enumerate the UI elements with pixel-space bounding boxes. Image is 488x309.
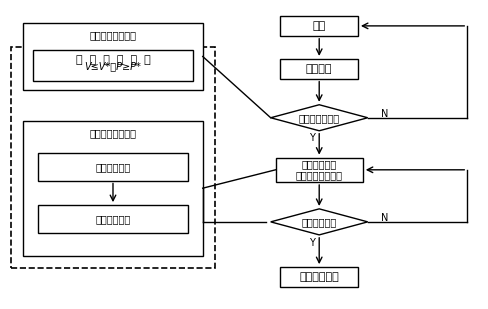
Text: 确定周期时间: 确定周期时间 (95, 162, 131, 172)
FancyBboxPatch shape (38, 205, 188, 233)
Text: 主线堵塞结束: 主线堵塞结束 (302, 217, 337, 227)
Text: 判断是否堵塞状态: 判断是否堵塞状态 (89, 30, 137, 40)
Text: 数据采集: 数据采集 (306, 64, 332, 74)
Text: 确定信号配时方案: 确定信号配时方案 (89, 128, 137, 138)
Text: 检测到主线堵塞: 检测到主线堵塞 (299, 113, 340, 123)
FancyBboxPatch shape (23, 121, 203, 256)
Text: 关闭信号控制: 关闭信号控制 (299, 272, 339, 282)
FancyBboxPatch shape (11, 47, 215, 268)
FancyBboxPatch shape (281, 16, 358, 36)
Text: 处  理  控  制  中  心: 处 理 控 制 中 心 (76, 55, 150, 65)
Polygon shape (271, 105, 368, 131)
FancyBboxPatch shape (33, 50, 193, 81)
Polygon shape (271, 209, 368, 235)
FancyBboxPatch shape (281, 267, 358, 287)
FancyBboxPatch shape (281, 59, 358, 79)
FancyBboxPatch shape (23, 23, 203, 90)
Text: V≤V*且P≥P*: V≤V*且P≥P* (84, 61, 142, 71)
Text: 确定绿灯时间: 确定绿灯时间 (95, 214, 131, 224)
Text: N: N (381, 109, 388, 119)
Text: Y: Y (309, 133, 315, 143)
Text: N: N (381, 213, 388, 223)
Text: Y: Y (309, 238, 315, 248)
Text: 开始: 开始 (313, 21, 326, 31)
Text: 实施入匝道与
主线协同信号控制: 实施入匝道与 主线协同信号控制 (296, 159, 343, 181)
FancyBboxPatch shape (276, 158, 363, 182)
FancyBboxPatch shape (38, 153, 188, 180)
